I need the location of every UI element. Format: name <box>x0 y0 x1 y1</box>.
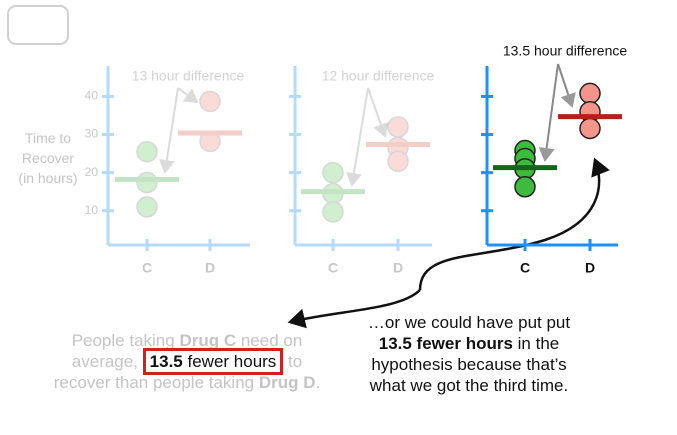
chart-title: 12 hour difference <box>322 68 435 84</box>
x-tick-label: C <box>328 260 338 276</box>
data-point <box>136 171 158 194</box>
text-run: Drug C <box>179 331 237 350</box>
data-point <box>136 140 158 163</box>
data-point <box>199 130 221 153</box>
y-label-line: Time to <box>24 130 72 146</box>
data-point <box>579 82 601 105</box>
y-axis-label: Time to Recover (in hours) <box>8 128 88 188</box>
data-point <box>514 175 536 198</box>
right-text: …or we could have put put 13.5 fewer hou… <box>355 312 583 396</box>
highlight-box: 13.5 fewer hours <box>142 348 284 375</box>
data-point <box>322 182 344 205</box>
data-point <box>579 117 601 140</box>
left-text: People taking Drug C need on average, 13… <box>42 330 332 393</box>
data-point <box>387 116 409 138</box>
data-point <box>387 136 409 159</box>
text-run: People taking <box>71 331 180 350</box>
text-run: 13.5 <box>149 352 183 371</box>
text-run: in the hypothesis because that’s what we… <box>369 334 569 395</box>
text-run: need on average, <box>71 331 303 371</box>
chart-title: 13 hour difference <box>132 68 245 84</box>
text-run: …or we could have put put <box>367 313 571 332</box>
data-point <box>387 150 409 172</box>
x-tick-label: D <box>205 260 215 276</box>
y-tick-label: 10 <box>85 203 99 217</box>
y-tick-label: 20 <box>85 165 99 179</box>
x-tick-label: D <box>393 260 403 276</box>
y-tick-label: 40 <box>85 89 99 103</box>
text-run: . <box>315 373 321 392</box>
arrows <box>158 63 610 329</box>
logo <box>7 5 69 45</box>
x-tick-label: D <box>585 260 595 276</box>
text-run: fewer hours <box>182 352 277 371</box>
x-tick-label: C <box>142 260 152 276</box>
text-run: to recover than people taking <box>53 352 303 392</box>
y-tick-label: 30 <box>85 127 99 141</box>
dot-plot: 13 hour difference 10 20 30 40 C D <box>85 66 250 276</box>
text-run: 13.5 fewer hours <box>378 334 513 353</box>
dot-plot: 13.5 hour difference C D <box>481 43 627 276</box>
dot-plot: 12 hour difference C D <box>289 66 435 276</box>
data-point <box>136 196 158 218</box>
y-label-line: (in hours) <box>18 170 78 186</box>
x-tick-label: C <box>520 260 530 276</box>
data-point <box>199 90 221 113</box>
text-run: Drug D <box>258 373 316 392</box>
y-label-line: Recover <box>21 150 75 166</box>
data-point <box>322 161 344 184</box>
data-point <box>322 201 344 223</box>
chart-title: 13.5 hour difference <box>503 43 627 59</box>
